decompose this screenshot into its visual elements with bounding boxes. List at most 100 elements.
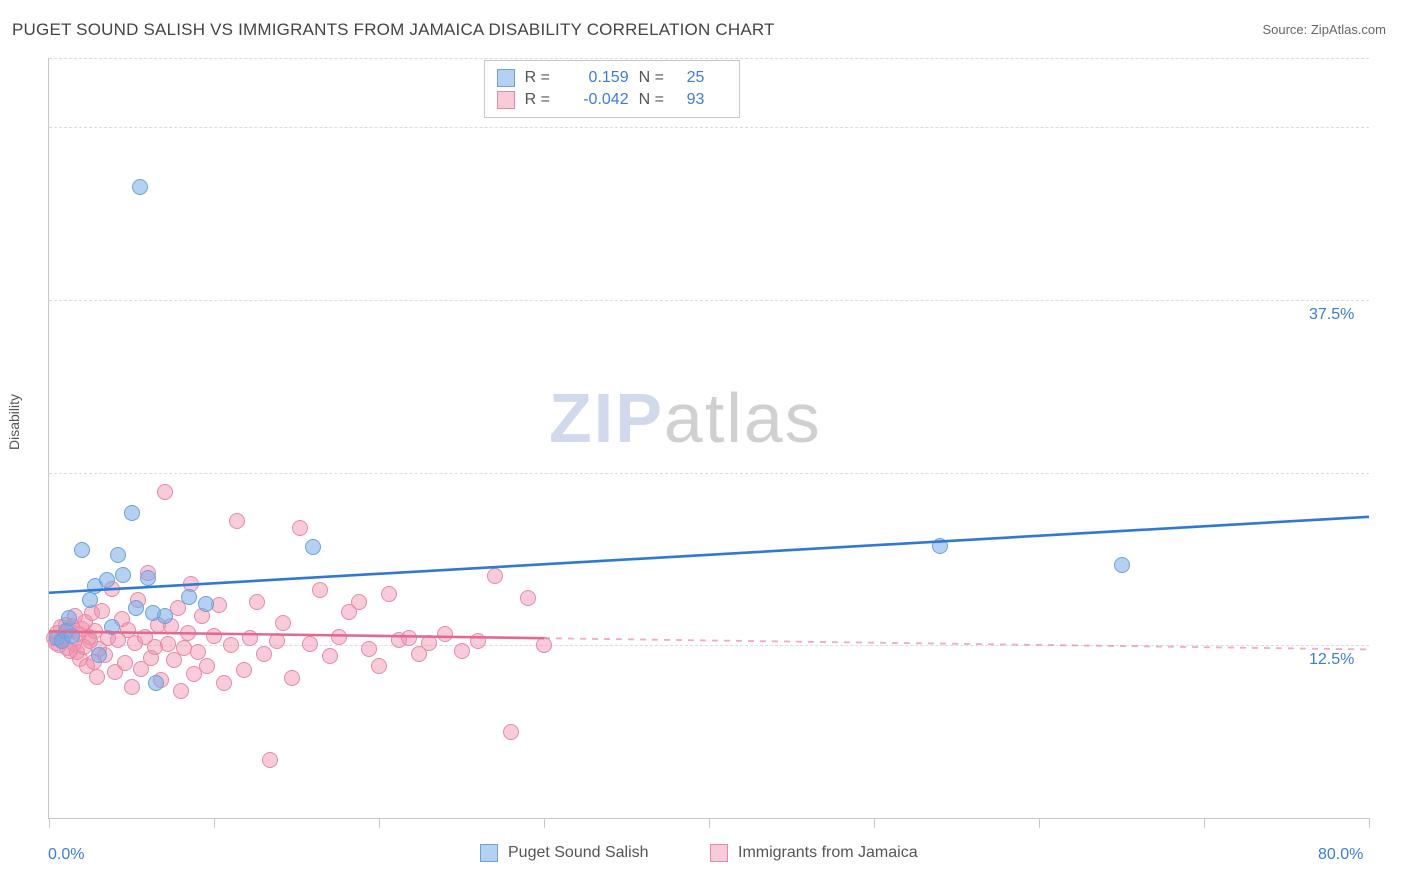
chart-title: PUGET SOUND SALISH VS IMMIGRANTS FROM JA… <box>12 20 775 40</box>
data-point <box>148 675 164 691</box>
data-point <box>89 669 105 685</box>
data-point <box>160 636 176 652</box>
r-value-jamaica: -0.042 <box>569 91 629 109</box>
x-tick-label: 80.0% <box>1318 846 1363 864</box>
data-point <box>140 570 156 586</box>
data-point <box>157 608 173 624</box>
swatch-jamaica <box>497 91 515 109</box>
data-point <box>74 542 90 558</box>
x-tick <box>1204 818 1205 828</box>
series-legend-salish: Puget Sound Salish <box>480 844 649 862</box>
r-value-salish: 0.159 <box>569 69 629 87</box>
gridline <box>49 473 1369 474</box>
source-attribution: Source: ZipAtlas.com <box>1262 22 1386 37</box>
data-point <box>157 484 173 500</box>
data-point <box>284 670 300 686</box>
source-prefix: Source: <box>1262 22 1310 37</box>
data-point <box>249 594 265 610</box>
trend-line <box>49 517 1369 593</box>
n-value-salish: 25 <box>687 69 727 87</box>
data-point <box>223 637 239 653</box>
x-tick <box>709 818 710 828</box>
legend-row-jamaica: R = -0.042 N = 93 <box>497 89 727 111</box>
data-point <box>64 628 80 644</box>
series-label-jamaica: Immigrants from Jamaica <box>738 844 918 862</box>
n-value-jamaica: 93 <box>687 91 727 109</box>
x-tick <box>1369 818 1370 828</box>
data-point <box>124 679 140 695</box>
y-tick-label: 37.5% <box>1309 306 1354 324</box>
data-point <box>94 603 110 619</box>
data-point <box>128 600 144 616</box>
watermark-zip: ZIP <box>549 379 664 457</box>
trend-lines <box>49 58 1369 818</box>
trend-line-extrapolated <box>544 638 1369 649</box>
data-point <box>361 641 377 657</box>
r-label: R = <box>525 91 559 109</box>
data-point <box>487 568 503 584</box>
r-label: R = <box>525 69 559 87</box>
legend-row-salish: R = 0.159 N = 25 <box>497 67 727 89</box>
gridline <box>49 300 1369 301</box>
series-legend-jamaica: Immigrants from Jamaica <box>710 844 918 862</box>
data-point <box>242 630 258 646</box>
data-point <box>91 647 107 663</box>
data-point <box>421 635 437 651</box>
gridline <box>49 127 1369 128</box>
data-point <box>124 505 140 521</box>
x-tick <box>544 818 545 828</box>
data-point <box>256 646 272 662</box>
y-axis-label: Disability <box>6 394 22 450</box>
data-point <box>454 643 470 659</box>
x-tick <box>379 818 380 828</box>
x-tick <box>1039 818 1040 828</box>
data-point <box>470 633 486 649</box>
data-point <box>117 655 133 671</box>
y-tick-label: 12.5% <box>1309 651 1354 669</box>
data-point <box>932 538 948 554</box>
watermark-atlas: atlas <box>664 379 822 457</box>
correlation-legend: R = 0.159 N = 25 R = -0.042 N = 93 <box>484 60 740 118</box>
data-point <box>199 658 215 674</box>
data-point <box>236 662 252 678</box>
data-point <box>99 572 115 588</box>
watermark: ZIPatlas <box>549 378 822 458</box>
data-point <box>180 625 196 641</box>
data-point <box>110 547 126 563</box>
data-point <box>503 724 519 740</box>
data-point <box>305 539 321 555</box>
data-point <box>229 513 245 529</box>
n-label: N = <box>639 91 673 109</box>
series-label-salish: Puget Sound Salish <box>508 844 649 862</box>
data-point <box>104 619 120 635</box>
data-point <box>292 520 308 536</box>
x-tick-label: 0.0% <box>48 846 84 864</box>
data-point <box>302 636 318 652</box>
data-point <box>181 589 197 605</box>
x-tick <box>874 818 875 828</box>
gridline <box>49 58 1369 59</box>
data-point <box>1114 557 1130 573</box>
data-point <box>269 633 285 649</box>
data-point <box>331 629 347 645</box>
data-point <box>198 596 214 612</box>
data-point <box>322 648 338 664</box>
swatch-salish <box>497 69 515 87</box>
data-point <box>312 582 328 598</box>
data-point <box>520 590 536 606</box>
scatter-chart: ZIPatlas 12.5% 37.5% <box>48 58 1369 819</box>
source-link[interactable]: ZipAtlas.com <box>1311 22 1386 37</box>
data-point <box>173 683 189 699</box>
data-point <box>61 610 77 626</box>
data-point <box>351 594 367 610</box>
data-point <box>275 615 291 631</box>
data-point <box>371 658 387 674</box>
data-point <box>115 567 131 583</box>
data-point <box>132 179 148 195</box>
data-point <box>262 752 278 768</box>
data-point <box>437 626 453 642</box>
swatch-salish <box>480 844 498 862</box>
data-point <box>82 592 98 608</box>
data-point <box>381 586 397 602</box>
swatch-jamaica <box>710 844 728 862</box>
